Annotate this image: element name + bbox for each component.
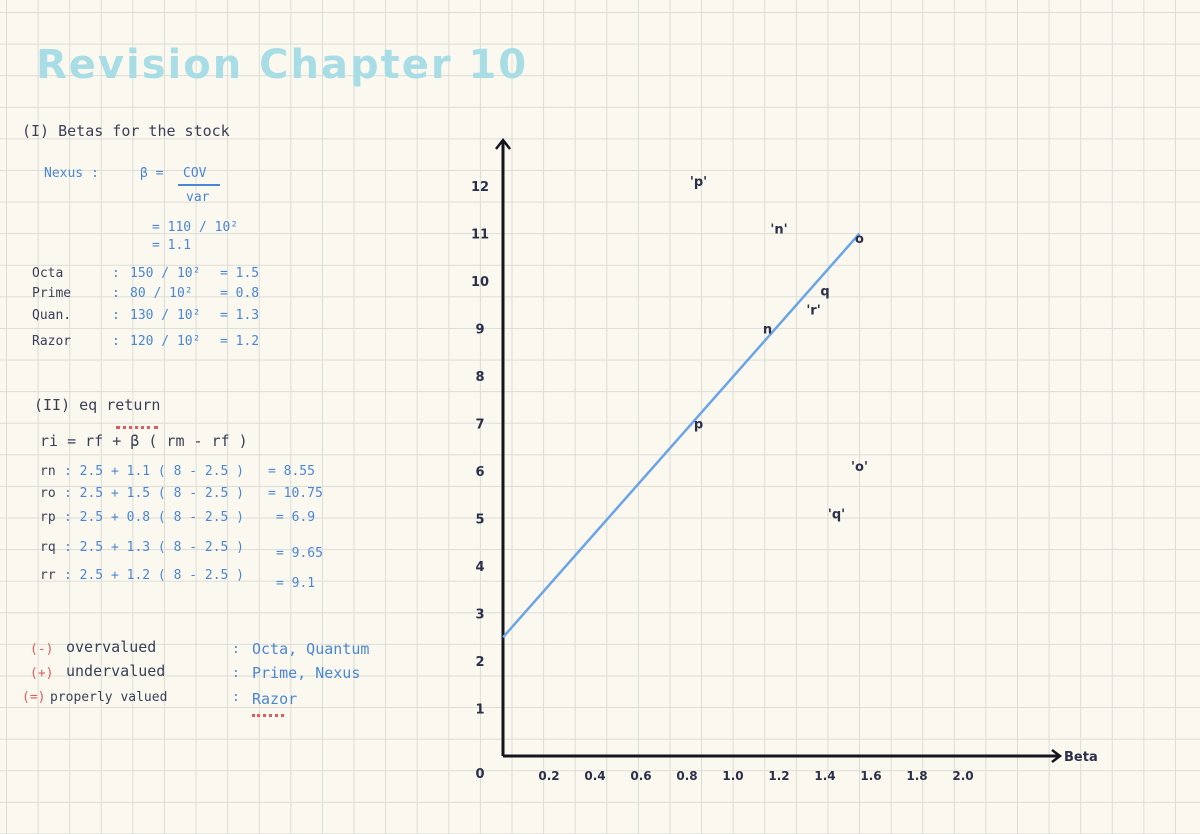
nexus-step2: = 1.1 xyxy=(152,238,192,253)
sign-properly-valued: (=) xyxy=(22,690,46,705)
label-undervalued: undervalued xyxy=(66,662,166,680)
return-expr: : 2.5 + 1.5 ( 8 - 2.5 ) xyxy=(64,486,245,501)
point-label: 'p' xyxy=(690,175,707,190)
y-tick-label: 7 xyxy=(475,418,484,433)
chart-points: 'p' 'n' o q'r' n p 'o' 'q' xyxy=(690,175,868,523)
y-tick-label: 11 xyxy=(471,228,489,243)
return-expr: : 2.5 + 1.3 ( 8 - 2.5 ) xyxy=(64,540,245,555)
row-name: Quan. xyxy=(32,308,72,323)
nexus-label: Nexus : xyxy=(44,166,99,181)
x-tick-label: 2.0 xyxy=(952,769,973,783)
colon: : xyxy=(232,642,240,657)
x-tick-label: 1.8 xyxy=(906,769,927,783)
stocks-properly-valued: Razor xyxy=(252,690,298,708)
x-tick-label: 1.0 xyxy=(722,769,743,783)
emphasis-dots xyxy=(116,426,158,429)
x-tick-label: 0.8 xyxy=(676,769,697,783)
chart-ticks: 0.2 0.4 0.6 0.8 1.0 1.2 1.4 1.6 1.8 2.00123456789… xyxy=(471,180,974,783)
chart-axes: Beta xyxy=(495,137,1098,765)
y-tick-label: 12 xyxy=(471,180,489,195)
x-tick-label: 1.2 xyxy=(768,769,789,783)
return-result: = 8.55 xyxy=(268,464,315,479)
return-lhs: rp xyxy=(40,510,56,525)
x-axis-label: Beta xyxy=(1064,750,1098,765)
y-tick-label: 10 xyxy=(471,275,489,290)
point-label: 'q' xyxy=(828,508,845,523)
y-axis-arrow xyxy=(495,137,511,150)
y-tick-label: 0 xyxy=(475,767,484,782)
row-colon: : xyxy=(112,266,120,281)
y-tick-label: 5 xyxy=(475,513,484,528)
row-expr: 80 / 10² xyxy=(130,286,193,301)
return-result: = 9.65 xyxy=(276,546,323,561)
y-tick-label: 2 xyxy=(475,655,484,670)
section2-heading: (II) eq return xyxy=(34,396,161,414)
point-label: p xyxy=(694,417,703,432)
sign-undervalued: (+) xyxy=(30,666,54,681)
row-name: Octa xyxy=(32,266,64,281)
emphasis-dots xyxy=(252,714,284,717)
y-tick-label: 8 xyxy=(475,370,484,385)
x-axis-arrow xyxy=(1051,749,1063,763)
beta-equals: β = xyxy=(140,166,164,181)
sml-line xyxy=(502,232,861,639)
row-expr: 150 / 10² xyxy=(130,266,201,281)
point-label: n xyxy=(763,322,772,337)
page-title: Revision Chapter 10 xyxy=(36,42,529,88)
y-tick-label: 9 xyxy=(475,323,484,338)
row-result: = 1.2 xyxy=(220,334,260,349)
row-result: = 1.3 xyxy=(220,308,260,323)
row-name: Razor xyxy=(32,334,72,349)
return-lhs: rn xyxy=(40,464,56,479)
point-label: 'n' xyxy=(770,223,787,238)
x-tick-label: 0.6 xyxy=(630,769,651,783)
return-result: = 9.1 xyxy=(276,576,316,591)
section1-heading: (I) Betas for the stock xyxy=(22,122,230,140)
row-colon: : xyxy=(112,286,120,301)
return-lhs: rr xyxy=(40,568,56,583)
row-name: Prime xyxy=(32,286,72,301)
row-expr: 120 / 10² xyxy=(130,334,201,349)
point-label: 'r' xyxy=(806,303,820,318)
nexus-numerator: COV xyxy=(183,166,207,181)
stocks-overvalued: Octa, Quantum xyxy=(252,640,370,658)
x-tick-label: 0.2 xyxy=(538,769,559,783)
row-result: = 0.8 xyxy=(220,286,260,301)
row-result: = 1.5 xyxy=(220,266,260,281)
return-result: = 6.9 xyxy=(276,510,316,525)
y-tick-label: 1 xyxy=(475,703,484,718)
row-expr: 130 / 10² xyxy=(130,308,201,323)
y-tick-label: 6 xyxy=(475,465,484,480)
return-expr: : 2.5 + 0.8 ( 8 - 2.5 ) xyxy=(64,510,245,525)
return-lhs: rq xyxy=(40,540,56,555)
x-tick-label: 1.6 xyxy=(860,769,881,783)
colon: : xyxy=(232,666,240,681)
point-label: q xyxy=(820,284,829,299)
point-label: 'o' xyxy=(851,460,868,475)
nexus-denominator: var xyxy=(186,190,210,205)
return-result: = 10.75 xyxy=(268,486,323,501)
label-properly-valued: properly valued xyxy=(50,690,168,705)
row-colon: : xyxy=(112,308,120,323)
return-lhs: ro xyxy=(40,486,56,501)
label-overvalued: overvalued xyxy=(66,638,157,656)
x-tick-label: 1.4 xyxy=(814,769,835,783)
fraction-bar xyxy=(178,184,220,186)
sign-overvalued: (-) xyxy=(30,642,54,657)
row-colon: : xyxy=(112,334,120,349)
stocks-undervalued: Prime, Nexus xyxy=(252,664,361,682)
colon: : xyxy=(232,690,240,705)
y-tick-label: 4 xyxy=(475,560,484,575)
capm-formula: ri = rf + β ( rm - rf ) xyxy=(40,432,248,450)
security-market-line xyxy=(502,232,861,639)
nexus-step1: = 110 / 10² xyxy=(152,220,239,235)
return-expr: : 2.5 + 1.1 ( 8 - 2.5 ) xyxy=(64,464,245,479)
x-tick-label: 0.4 xyxy=(584,769,605,783)
point-label: o xyxy=(855,232,864,247)
y-tick-label: 3 xyxy=(475,608,484,623)
return-expr: : 2.5 + 1.2 ( 8 - 2.5 ) xyxy=(64,568,245,583)
